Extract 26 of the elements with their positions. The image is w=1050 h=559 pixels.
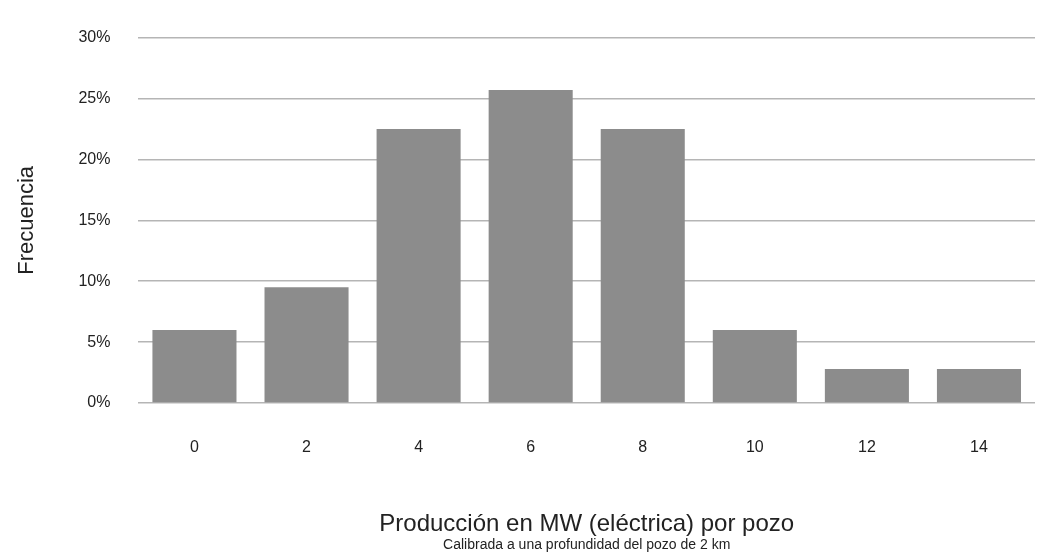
x-tick-label: 10 <box>745 438 764 456</box>
x-tick-label: 12 <box>857 438 876 456</box>
y-tick-label: 5% <box>87 332 111 350</box>
x-tick-label: 4 <box>414 438 424 456</box>
bar <box>712 329 797 403</box>
y-tick-label: 20% <box>78 149 111 167</box>
x-tick-label: 2 <box>302 438 312 456</box>
x-tick-label: 0 <box>190 438 200 456</box>
bar <box>600 128 685 403</box>
bar <box>488 89 573 403</box>
text: Calibrada a una profundidad del pozo de 2 km <box>443 535 731 552</box>
y-tick-label: 10% <box>78 271 111 289</box>
x-axis-title: Producción en MW (eléctrica) por pozo <box>379 509 795 537</box>
x-tick-label: 8 <box>638 438 648 456</box>
x-tick-label: 6 <box>526 438 536 456</box>
bar <box>264 287 349 403</box>
x-tick-label: 14 <box>970 438 988 456</box>
y-tick-label: 25% <box>78 88 111 106</box>
y-tick-label: 15% <box>78 210 111 228</box>
bar <box>824 368 909 403</box>
bar <box>936 368 1021 403</box>
y-tick-label: 30% <box>78 28 111 46</box>
y-axis-title: Frecuencia <box>13 165 39 275</box>
y-tick-label: 0% <box>87 393 111 411</box>
bar <box>152 329 237 403</box>
bar <box>376 128 461 403</box>
